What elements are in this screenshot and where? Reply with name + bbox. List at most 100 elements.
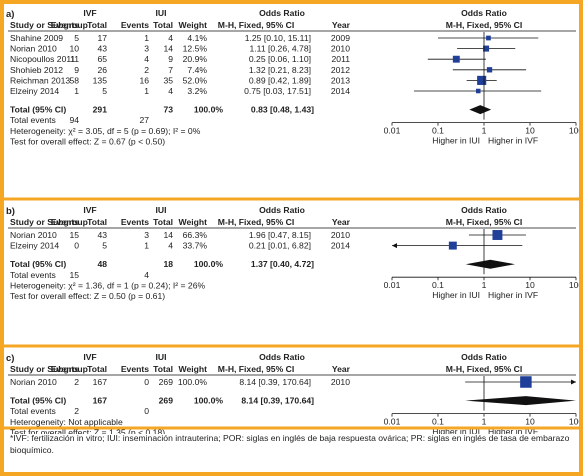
panel-b-ci-text: 0.21 [0.01, 6.82]	[249, 241, 311, 251]
panel-a-point-marker	[475, 88, 481, 94]
panel-a-iui-header: IUI	[156, 8, 167, 18]
panel-a-x-tick-label: 0.1	[432, 126, 444, 136]
panel-a-year: 2012	[331, 65, 350, 75]
panel-a-overall-effect: Test for overall effect: Z = 0.67 (p < 0…	[10, 136, 165, 146]
panel-c-iui-header: IUI	[156, 352, 167, 362]
panel-b-iui-total: 14	[163, 230, 173, 240]
panel-a-total-events-label: Total events	[10, 115, 56, 125]
panel-a-ivf-header: IVF	[83, 8, 96, 18]
panel-a-ci-text: 0.89 [0.42, 1.89]	[249, 75, 311, 85]
panel-c-total-iui: 269	[159, 396, 174, 406]
panel-c-ivf-total: 167	[93, 377, 108, 387]
panel-a-x-tick-label: 1	[482, 126, 487, 136]
panel-b-method-header-right: M-H, Fixed, 95% CI	[446, 217, 522, 227]
panel-a-iui-total: 9	[168, 54, 173, 64]
panel-c-ivf-events-header: Events	[51, 364, 79, 374]
panel-a-or-header-right: Odds Ratio	[461, 8, 507, 18]
panel-c-total-diamond	[465, 396, 576, 406]
panel-a-iui-events: 16	[139, 75, 149, 85]
panel-a-ivf-total-header: Total	[87, 20, 107, 30]
panel-a-ivf-total: 5	[102, 86, 107, 96]
panel-c-total-events-ivf: 2	[74, 406, 79, 416]
panel-a-total-ivf: 291	[93, 105, 108, 115]
panel-a-ivf-total: 65	[97, 54, 107, 64]
panel-c-x-tick-label: 0.1	[432, 417, 444, 427]
panel-a-year: 2011	[332, 54, 351, 64]
panel-c-iui-events: 0	[144, 377, 149, 387]
panel-a-study-name: Norian 2010	[10, 44, 57, 54]
panel-c-overall-effect: Test for overall effect: Z = 1.35 (p < 0…	[10, 427, 165, 434]
panel-a-x-tick-label: 0.01	[384, 126, 401, 136]
panel-b-or-header-right: Odds Ratio	[461, 205, 507, 215]
panel-c-point-marker	[520, 376, 532, 388]
panel-b-total-diamond	[465, 259, 516, 269]
panel-c-x-tick-label: 100	[569, 417, 579, 427]
panel-a-method-header: M-H, Fixed, 95% CI	[218, 20, 294, 30]
panel-c-x-tick-label: 0.01	[384, 417, 401, 427]
panel-b-total-events-label: Total events	[10, 270, 56, 280]
panel-c-x-tick-label: 10	[525, 417, 535, 427]
panel-a-year: 2013	[331, 75, 350, 85]
panel-c-ivf-total-header: Total	[87, 364, 107, 374]
panel-a-ci-text: 0.75 [0.03, 17.51]	[244, 86, 311, 96]
panel-a-ci-text: 1.11 [0.26, 4.78]	[250, 44, 311, 54]
panel-c-year-header: Year	[332, 364, 351, 374]
panel-c-study-name: Norian 2010	[10, 377, 57, 387]
panel-a-ivf-total: 135	[93, 75, 108, 85]
panel-b-method-header: M-H, Fixed, 95% CI	[218, 217, 294, 227]
panel-a-ivf-total: 17	[97, 33, 107, 43]
panel-b-iui-header: IUI	[156, 205, 167, 215]
panel-a-heterogeneity: Heterogeneity: χ² = 3.05, df = 5 (p = 0.…	[10, 126, 201, 136]
panel-b-iui-total-header: Total	[153, 217, 173, 227]
panel-c-iui-events-header: Events	[121, 364, 149, 374]
panel-b-label: b)	[6, 206, 15, 217]
panel-c-total-ci-text: 8.14 [0.39, 170.64]	[241, 396, 314, 406]
panel-a-iui-total-header: Total	[153, 20, 173, 30]
panel-c-total-ivf: 167	[93, 396, 108, 406]
panel-a-point-marker	[483, 45, 490, 52]
panel-a-iui-events: 1	[144, 33, 149, 43]
panel-a-ivf-events: 1	[74, 86, 79, 96]
panel-b-total-weight: 100.0%	[194, 259, 224, 269]
panel-a-year: 2009	[331, 33, 350, 43]
panel-a-weight: 12.5%	[183, 44, 208, 54]
panel-b-iui-total: 4	[168, 241, 173, 251]
panel-a-iui-events: 2	[144, 65, 149, 75]
panel-a-total-diamond	[469, 105, 492, 115]
panel-a-favors-right: Higher in IVF	[488, 136, 538, 146]
panel-a-weight: 4.1%	[187, 33, 207, 43]
panel-c-method-header-right: M-H, Fixed, 95% CI	[446, 364, 522, 374]
panel-b-x-tick-label: 10	[525, 280, 535, 290]
panel-b-total-iui: 18	[163, 259, 173, 269]
panel-c-total-label: Total (95% CI)	[10, 396, 66, 406]
panel-a-point-marker	[486, 35, 491, 41]
panel-a-weight: 3.2%	[187, 86, 207, 96]
panel-b-ivf-total: 43	[97, 230, 107, 240]
panel-b-ivf-events: 0	[74, 241, 79, 251]
panel-a-ivf-events: 5	[74, 33, 79, 43]
panel-b-ci-arrow-left	[392, 243, 397, 249]
panel-c-ivf-events: 2	[74, 377, 79, 387]
forest-plot-figure: a) IVF IUI Odds Ratio Odds Ratio Study or Sub…	[4, 8, 579, 434]
panel-c-ivf-header: IVF	[83, 352, 96, 362]
panel-a-ivf-events: 9	[74, 65, 79, 75]
panel-c-total-events-iui: 0	[144, 406, 149, 416]
panel-b-ivf-header: IVF	[83, 205, 96, 215]
panel-a-x-tick-label: 100	[569, 126, 579, 136]
panel-a-ci-text: 0.25 [0.06, 1.10]	[249, 54, 311, 64]
panel-a-year: 2010	[331, 44, 350, 54]
panel-b-year: 2014	[331, 241, 350, 251]
panel-b-weight-header: Weight	[179, 217, 208, 227]
panel-c-favors-right: Higher in IVF	[488, 427, 538, 434]
panel-a-ivf-events: 11	[70, 54, 79, 64]
panel-b-iui-events: 3	[144, 230, 149, 240]
panel-b-iui-events-header: Events	[121, 217, 149, 227]
panel-a-total-events-ivf: 94	[69, 115, 79, 125]
footnote: *IVF: fertilización in vitro; IUI: insem…	[10, 433, 570, 455]
panel-a-iui-events: 3	[144, 44, 149, 54]
panel-a-ivf-events: 58	[69, 75, 79, 85]
panel-a-iui-total: 7	[168, 65, 173, 75]
panel-c-or-header: Odds Ratio	[259, 352, 305, 362]
panel-c-x-tick-label: 1	[482, 417, 487, 427]
panel-a-iui-events: 4	[144, 54, 149, 64]
